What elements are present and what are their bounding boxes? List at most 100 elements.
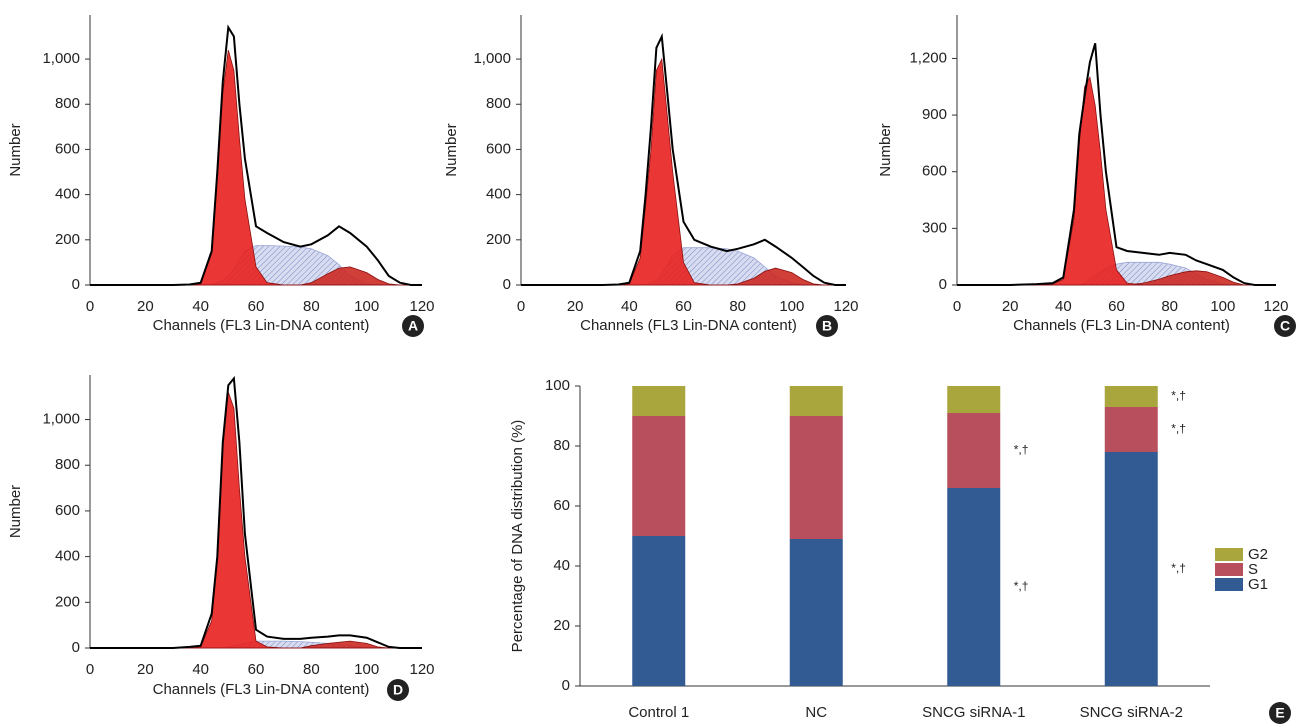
y-tick-label: 100 (545, 377, 570, 394)
x-tick-label: 100 (779, 298, 804, 315)
x-tick-label: 100 (1210, 298, 1235, 315)
x-tick-label: 60 (248, 298, 265, 315)
bar-segment (1104, 386, 1158, 407)
annotation: *,† (1014, 443, 1029, 457)
y-tick-label: 60 (553, 497, 570, 514)
x-tick-label: 0 (86, 298, 94, 315)
x-tick-label: 40 (1055, 298, 1072, 315)
x-tick-label: 0 (517, 298, 525, 315)
bar-segment (632, 536, 686, 686)
total-curve (957, 43, 1276, 286)
x-tick-label: 100 (354, 298, 379, 315)
x-tick-label: 100 (354, 661, 379, 678)
annotation: *,† (1171, 422, 1186, 436)
bar-segment (632, 416, 686, 536)
y-tick-label: 800 (486, 95, 511, 112)
bar-segment (1104, 452, 1158, 686)
bar-segment (947, 488, 1001, 686)
x-axis-label: Channels (FL3 Lin-DNA content) (153, 681, 370, 698)
y-tick-label: 400 (486, 186, 511, 203)
bar-segment (1104, 407, 1158, 452)
x-tick-label: NC (805, 704, 827, 721)
annotation: *,† (1171, 561, 1186, 575)
x-tick-label: 60 (248, 661, 265, 678)
annotation: *,† (1171, 389, 1186, 403)
panel-label: B (822, 318, 832, 334)
panel-badge (816, 315, 838, 337)
y-tick-label: 600 (55, 502, 80, 519)
x-tick-label: 120 (833, 298, 858, 315)
panel-label: E (1275, 705, 1284, 721)
panel-badge (402, 315, 424, 337)
legend-label: S (1248, 561, 1258, 578)
x-tick-label: 80 (303, 298, 320, 315)
bar-segment (632, 386, 686, 416)
y-tick-label: 0 (939, 276, 947, 293)
legend-swatch (1215, 548, 1243, 561)
legend-label: G2 (1248, 546, 1268, 563)
x-tick-label: 80 (1161, 298, 1178, 315)
y-tick-label: 1,000 (473, 50, 511, 67)
phase-area (957, 76, 1276, 286)
x-tick-label: 120 (1263, 298, 1288, 315)
x-tick-label: 60 (1108, 298, 1125, 315)
y-axis-label: Percentage of DNA distribution (%) (509, 420, 526, 653)
x-tick-label: 20 (137, 661, 154, 678)
x-tick-label: 0 (86, 661, 94, 678)
x-tick-label: SNCG siRNA-1 (922, 704, 1025, 721)
y-axis-label: Number (877, 123, 894, 176)
y-axis-label: Number (7, 123, 24, 176)
legend-label: G1 (1248, 576, 1268, 593)
y-tick-label: 0 (72, 276, 80, 293)
y-tick-label: 40 (553, 557, 570, 574)
x-tick-label: 20 (137, 298, 154, 315)
y-tick-label: 20 (553, 617, 570, 634)
y-tick-label: 200 (486, 231, 511, 248)
bar-segment (789, 386, 843, 416)
x-tick-label: 60 (675, 298, 692, 315)
bar-segment (789, 416, 843, 539)
x-tick-label: 80 (729, 298, 746, 315)
x-tick-label: 120 (409, 298, 434, 315)
x-tick-label: 0 (953, 298, 961, 315)
x-axis-label: Channels (FL3 Lin-DNA content) (580, 317, 797, 334)
bar-segment (947, 413, 1001, 488)
bar-segment (947, 386, 1001, 413)
x-tick-label: 20 (1002, 298, 1019, 315)
y-tick-label: 200 (55, 593, 80, 610)
legend-swatch (1215, 563, 1243, 576)
y-tick-label: 0 (72, 639, 80, 656)
phase-area (90, 391, 422, 649)
panel-label: A (408, 318, 418, 334)
total-curve (90, 375, 422, 649)
x-tick-label: 120 (409, 661, 434, 678)
total-curve (521, 32, 846, 286)
y-tick-label: 800 (55, 95, 80, 112)
annotation: *,† (1014, 579, 1029, 593)
x-tick-label: 80 (303, 661, 320, 678)
y-tick-label: 400 (55, 186, 80, 203)
panel-label: D (393, 682, 403, 698)
panel-badge (1269, 702, 1291, 724)
y-tick-label: 1,200 (909, 49, 947, 66)
x-tick-label: 20 (567, 298, 584, 315)
y-tick-label: 600 (486, 140, 511, 157)
panel-label: C (1280, 318, 1290, 334)
y-tick-label: 200 (55, 231, 80, 248)
y-tick-label: 600 (55, 140, 80, 157)
x-tick-label: 40 (192, 661, 209, 678)
y-tick-label: 0 (503, 276, 511, 293)
y-tick-label: 800 (55, 456, 80, 473)
bar-segment (789, 539, 843, 686)
x-tick-label: 40 (192, 298, 209, 315)
y-tick-label: 1,000 (42, 411, 80, 428)
y-tick-label: 0 (562, 677, 570, 694)
y-tick-label: 80 (553, 437, 570, 454)
x-axis-label: Channels (FL3 Lin-DNA content) (153, 317, 370, 334)
y-axis-label: Number (7, 485, 24, 538)
y-tick-label: 900 (922, 106, 947, 123)
y-tick-label: 400 (55, 548, 80, 565)
y-tick-label: 1,000 (42, 50, 80, 67)
y-tick-label: 600 (922, 163, 947, 180)
panel-badge (387, 679, 409, 701)
